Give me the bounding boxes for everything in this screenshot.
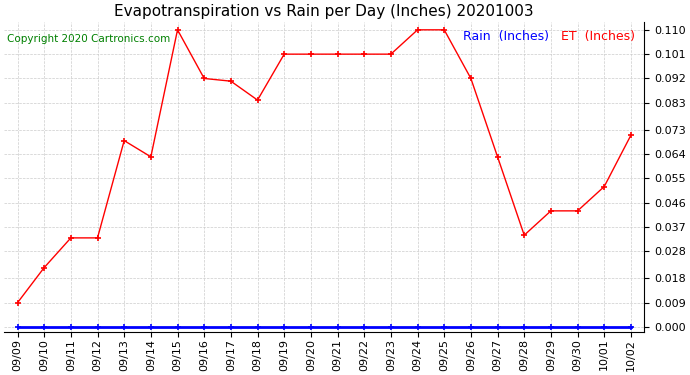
- ET  (Inches): [253, 98, 262, 102]
- Rain  (Inches): [520, 325, 529, 329]
- ET  (Inches): [120, 138, 128, 143]
- ET  (Inches): [307, 52, 315, 56]
- Rain  (Inches): [93, 325, 101, 329]
- ET  (Inches): [93, 236, 101, 240]
- ET  (Inches): [40, 266, 48, 270]
- ET  (Inches): [520, 233, 529, 237]
- ET  (Inches): [333, 52, 342, 56]
- Rain  (Inches): [173, 325, 181, 329]
- Rain  (Inches): [120, 325, 128, 329]
- Rain  (Inches): [40, 325, 48, 329]
- Rain  (Inches): [67, 325, 75, 329]
- ET  (Inches): [493, 154, 502, 159]
- Text: Copyright 2020 Cartronics.com: Copyright 2020 Cartronics.com: [7, 34, 170, 44]
- Rain  (Inches): [600, 325, 609, 329]
- ET  (Inches): [573, 209, 582, 213]
- ET  (Inches): [173, 28, 181, 32]
- Rain  (Inches): [573, 325, 582, 329]
- Rain  (Inches): [546, 325, 555, 329]
- Rain  (Inches): [413, 325, 422, 329]
- Rain  (Inches): [253, 325, 262, 329]
- Rain  (Inches): [227, 325, 235, 329]
- Rain  (Inches): [360, 325, 368, 329]
- Rain  (Inches): [280, 325, 288, 329]
- Rain  (Inches): [333, 325, 342, 329]
- ET  (Inches): [627, 133, 635, 138]
- ET  (Inches): [280, 52, 288, 56]
- ET  (Inches): [546, 209, 555, 213]
- Rain  (Inches): [440, 325, 449, 329]
- Rain  (Inches): [200, 325, 208, 329]
- Title: Evapotranspiration vs Rain per Day (Inches) 20201003: Evapotranspiration vs Rain per Day (Inch…: [115, 4, 534, 19]
- ET  (Inches): [440, 28, 449, 32]
- ET  (Inches): [413, 28, 422, 32]
- Rain  (Inches): [493, 325, 502, 329]
- ET  (Inches): [386, 52, 395, 56]
- Rain  (Inches): [627, 325, 635, 329]
- ET  (Inches): [200, 76, 208, 81]
- ET  (Inches): [360, 52, 368, 56]
- Legend: Rain  (Inches), ET  (Inches): Rain (Inches), ET (Inches): [452, 28, 638, 46]
- ET  (Inches): [466, 76, 475, 81]
- ET  (Inches): [227, 79, 235, 83]
- ET  (Inches): [600, 184, 609, 189]
- Line: Rain  (Inches): Rain (Inches): [14, 324, 633, 330]
- ET  (Inches): [147, 154, 155, 159]
- ET  (Inches): [13, 300, 21, 305]
- Line: ET  (Inches): ET (Inches): [14, 27, 633, 306]
- Rain  (Inches): [386, 325, 395, 329]
- Rain  (Inches): [13, 325, 21, 329]
- ET  (Inches): [67, 236, 75, 240]
- Rain  (Inches): [307, 325, 315, 329]
- Rain  (Inches): [147, 325, 155, 329]
- Rain  (Inches): [466, 325, 475, 329]
